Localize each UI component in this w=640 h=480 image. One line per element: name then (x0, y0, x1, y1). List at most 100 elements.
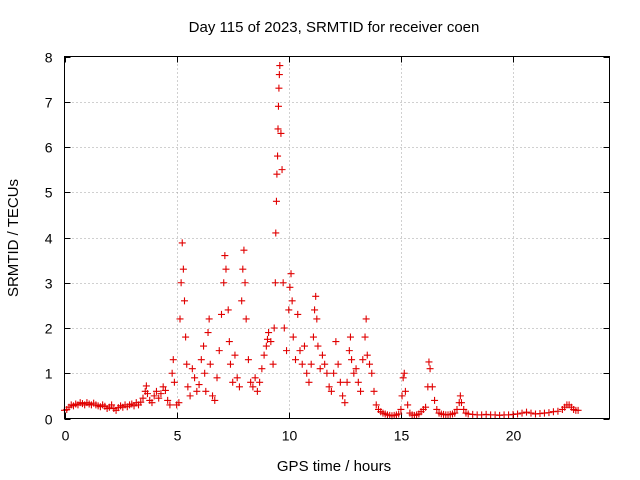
data-point (303, 369, 311, 377)
data-point (242, 315, 250, 323)
data-point (554, 407, 562, 415)
plot-frame (64, 56, 610, 419)
data-point (231, 351, 239, 359)
data-point (348, 356, 356, 364)
data-point (175, 399, 183, 407)
data-point (288, 297, 296, 305)
data-point (271, 279, 279, 287)
data-point (244, 356, 252, 364)
data-point (217, 310, 225, 318)
data-point (316, 365, 324, 373)
y-axis-label: SRMTID / TECUs (5, 179, 22, 297)
data-point (258, 365, 266, 373)
data-point (239, 265, 247, 273)
data-point (346, 333, 354, 341)
data-point (368, 369, 376, 377)
data-point (422, 403, 430, 411)
data-point (256, 378, 264, 386)
x-tick-label: 15 (394, 428, 410, 444)
data-point (285, 306, 293, 314)
data-point (286, 283, 294, 291)
data-point (142, 382, 150, 390)
x-tick-label: 0 (62, 428, 70, 444)
y-tick-label: 4 (45, 231, 53, 247)
y-tick-label: 3 (45, 276, 53, 292)
data-point (166, 401, 174, 409)
data-point (354, 378, 362, 386)
data-point (170, 378, 178, 386)
y-tick-label: 5 (45, 185, 53, 201)
data-point (204, 329, 212, 337)
data-point (425, 358, 433, 366)
data-point (164, 396, 172, 404)
data-point (404, 401, 412, 409)
y-tick-label: 1 (45, 366, 53, 382)
data-point (311, 306, 319, 314)
x-tick-label: 10 (282, 428, 298, 444)
data-point (323, 369, 331, 377)
data-point (287, 270, 295, 278)
data-point (339, 392, 347, 400)
data-point (224, 306, 232, 314)
data-point (332, 338, 340, 346)
data-point (431, 396, 439, 404)
data-point (265, 329, 273, 337)
data-point (314, 342, 322, 350)
data-point (213, 374, 221, 382)
data-point (183, 360, 191, 368)
data-point (352, 365, 360, 373)
data-point (233, 374, 241, 382)
data-point (270, 324, 278, 332)
data-point (229, 378, 237, 386)
data-point (318, 351, 326, 359)
data-point (357, 387, 365, 395)
data-point (191, 374, 199, 382)
data-point (222, 265, 230, 273)
y-tick-label: 7 (45, 95, 53, 111)
chart-title: Day 115 of 2023, SRMTID for receiver coe… (189, 19, 480, 36)
data-point (186, 392, 194, 400)
data-point (362, 315, 370, 323)
data-point (307, 360, 315, 368)
data-point (341, 399, 349, 407)
data-point (235, 383, 243, 391)
data-point (343, 378, 351, 386)
data-point (313, 315, 321, 323)
data-point (206, 360, 214, 368)
data-point (400, 369, 408, 377)
data-point (240, 246, 248, 254)
data-point (155, 394, 163, 402)
data-point (201, 369, 209, 377)
data-point (274, 125, 282, 133)
data-point (182, 333, 190, 341)
data-point (205, 315, 213, 323)
data-point (372, 401, 380, 409)
data-point (209, 392, 217, 400)
data-point (280, 324, 288, 332)
data-point (251, 374, 259, 382)
x-tick-label: 5 (174, 428, 182, 444)
data-point (273, 170, 281, 178)
data-point (397, 405, 405, 413)
data-point (152, 387, 160, 395)
x-tick-label: 20 (506, 428, 522, 444)
data-point (292, 356, 300, 364)
data-point (137, 398, 145, 406)
data-point (395, 410, 403, 418)
data-point (401, 387, 409, 395)
data-point (278, 166, 286, 174)
data-point (514, 410, 522, 418)
data-point (296, 347, 304, 355)
data-point (305, 378, 313, 386)
data-point (574, 406, 582, 414)
data-point (327, 387, 335, 395)
data-point (451, 409, 459, 417)
data-point (188, 365, 196, 373)
data-point (298, 360, 306, 368)
data-point (274, 152, 282, 160)
data-point (269, 360, 277, 368)
data-point (238, 297, 246, 305)
data-point (260, 351, 268, 359)
data-point (453, 405, 461, 413)
